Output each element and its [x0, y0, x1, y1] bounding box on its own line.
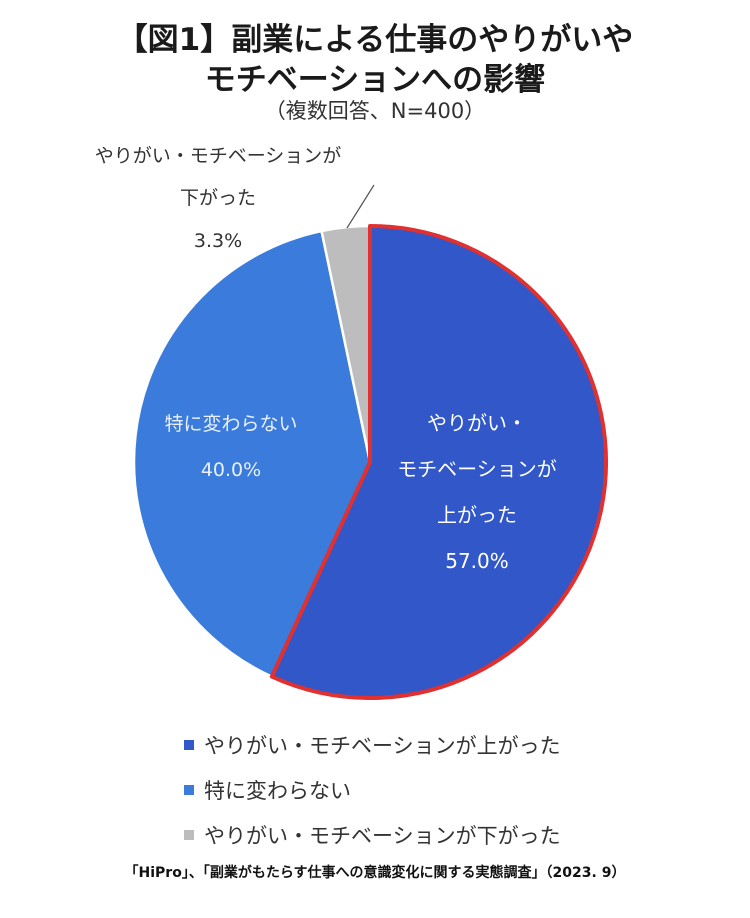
legend-label-down: やりがい・モチベーションが下がった	[204, 823, 561, 848]
legend-item-same: 特に変わらない	[184, 767, 561, 812]
legend-label-up: やりがい・モチベーションが上がった	[204, 733, 561, 758]
legend-item-down: やりがい・モチベーションが下がった	[184, 812, 561, 857]
source-note: 「HiPro」、「副業がもたらす仕事への意識変化に関する実態調査」（2023. …	[124, 865, 626, 881]
chart-title-line1: 【図1】副業による仕事のやりがいや	[116, 22, 634, 58]
slice-label-down-line1: 下がった	[180, 187, 256, 209]
pie-chart: やりがい・モチベーションが上がった57.0%特に変わらない40.0%やりがい・モ…	[95, 145, 608, 700]
legend: やりがい・モチベーションが上がった 特に変わらない やりがい・モチベーションが下…	[184, 722, 561, 857]
legend-item-up: やりがい・モチベーションが上がった	[184, 722, 561, 767]
legend-swatch-down	[184, 829, 194, 840]
chart-title-line2: モチベーションへの影響	[204, 62, 546, 98]
slice-value-down: 3.3%	[194, 230, 242, 252]
slice-label-up-line2: 上がった	[437, 503, 517, 527]
pie-slice-1	[132, 229, 372, 679]
pie-slice-highlight-0	[269, 224, 608, 700]
slice-value-up: 57.0%	[445, 549, 509, 573]
slice-label-up-line0: やりがい・	[427, 411, 527, 435]
slice-label-up-line1: モチベーションが	[397, 457, 557, 481]
slice-value-same: 40.0%	[201, 459, 261, 481]
chart-subtitle: （複数回答、N=400）	[264, 99, 486, 123]
leader-line-down	[346, 184, 375, 229]
legend-swatch-same	[184, 784, 194, 795]
slice-label-down-line0: やりがい・モチベーションが	[95, 145, 342, 167]
slice-label-same: 特に変わらない	[164, 413, 297, 435]
legend-label-same: 特に変わらない	[204, 778, 351, 803]
legend-swatch-up	[184, 739, 194, 750]
